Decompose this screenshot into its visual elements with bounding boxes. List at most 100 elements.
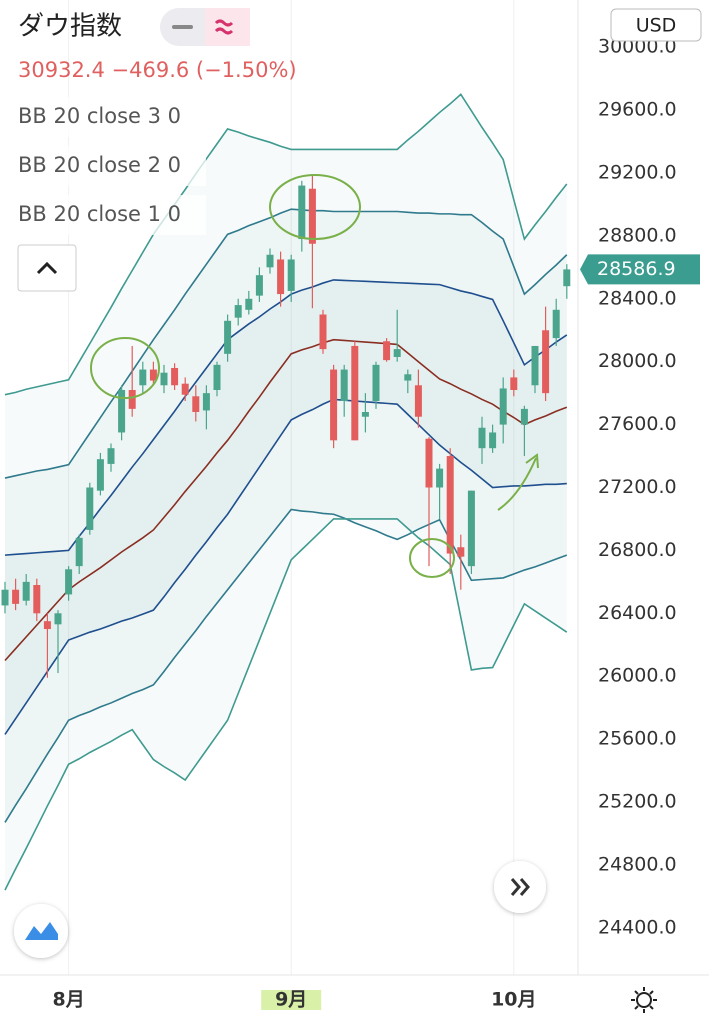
- indicator-bg: [10, 97, 206, 137]
- indicator-label: BB 20 close 2 0: [18, 153, 181, 177]
- candle-body: [414, 385, 422, 417]
- chevron-up: [36, 261, 58, 275]
- y-tick-label: 26000.0: [598, 665, 677, 687]
- candle-body: [499, 388, 507, 425]
- collapse-box: [17, 244, 77, 292]
- candles: [1, 174, 571, 678]
- x-axis: 8月 9月 10月: [52, 989, 536, 1011]
- logo-mark: [25, 922, 58, 940]
- settings-button[interactable]: [631, 987, 657, 1013]
- candle-body: [372, 364, 380, 402]
- candle-body: [1, 589, 9, 606]
- candle-body: [266, 254, 274, 268]
- y-tick-label: 25600.0: [598, 728, 677, 750]
- logo-bg: [14, 904, 68, 958]
- candle-body: [33, 585, 41, 614]
- y-tick-label: 27600.0: [598, 413, 677, 435]
- band-lines: [4, 93, 568, 891]
- logo-button[interactable]: [14, 904, 68, 958]
- y-tick-label: 25200.0: [598, 791, 677, 813]
- y-tick-label: 27200.0: [598, 476, 677, 498]
- last-price-label: 28586.9: [597, 258, 676, 280]
- y-tick-label: 29200.0: [598, 161, 677, 183]
- candle-body: [96, 459, 104, 491]
- band-line: [4, 398, 567, 735]
- candle-body: [330, 369, 338, 441]
- indicator-bg: [10, 195, 206, 235]
- candle-body: [245, 298, 253, 310]
- band-fill: [5, 94, 567, 891]
- indicator-label: BB 20 close 1 0: [18, 202, 181, 226]
- annotation-circle: [90, 337, 160, 399]
- toggle-active-cap: [205, 8, 250, 46]
- y-axis: 24400.0 24800.0 25200.0 25600.0 26000.0 26400…: [598, 36, 677, 939]
- y-tick-label: 26400.0: [598, 602, 677, 624]
- y-tick-label: 28800.0: [598, 224, 677, 246]
- last-price-tag: [580, 254, 700, 285]
- candle-body: [181, 383, 189, 395]
- y-tick-label: 26800.0: [598, 539, 677, 561]
- candle-body: [277, 259, 285, 295]
- indicator-bg: [10, 146, 206, 186]
- candle-body: [404, 374, 412, 381]
- candle-body: [319, 314, 327, 350]
- candle-body: [340, 369, 348, 402]
- candle-body: [65, 569, 73, 595]
- candle-body: [308, 188, 316, 244]
- candle-body: [383, 341, 391, 361]
- icon-wave: [214, 19, 234, 35]
- candle-body: [552, 309, 560, 339]
- candle-body: [393, 349, 401, 357]
- annotation-circle: [269, 174, 361, 240]
- candle-body: [287, 259, 295, 291]
- candle-body: [224, 320, 232, 354]
- candle-body: [361, 412, 369, 417]
- candle-body: [351, 345, 359, 441]
- candle-body: [563, 269, 571, 287]
- y-tick-label: 29600.0: [598, 99, 677, 121]
- candle-body: [542, 330, 550, 394]
- candle-body: [54, 613, 62, 625]
- y-tick-label: 28400.0: [598, 287, 677, 309]
- band-line: [4, 208, 568, 479]
- candle-body: [520, 408, 528, 425]
- currency-box: [610, 8, 702, 42]
- scroll-right-button[interactable]: [494, 861, 546, 913]
- candle-body: [255, 275, 263, 296]
- annotation-circle: [409, 538, 455, 578]
- candle-body: [43, 621, 51, 630]
- candle-body: [489, 432, 497, 449]
- candle-body: [478, 427, 486, 449]
- quote: 30932.4 −469.6 (−1.50%): [18, 58, 297, 82]
- candle-body: [457, 547, 465, 557]
- last-price: 28586.9: [580, 254, 700, 285]
- candle-body: [118, 390, 126, 433]
- collapse-button[interactable]: [17, 244, 77, 292]
- candle-body: [139, 369, 147, 386]
- chart-style-toggle[interactable]: [160, 8, 250, 46]
- candle-body: [298, 185, 306, 240]
- band-line: [4, 93, 568, 396]
- candle-body: [12, 589, 20, 604]
- candle-body: [202, 393, 210, 411]
- y-tick-label: 28000.0: [598, 350, 677, 372]
- candle-body: [425, 438, 433, 488]
- double-chevron: [510, 878, 530, 896]
- candle-body: [160, 372, 168, 386]
- candle-body: [446, 456, 454, 554]
- candle-body: [22, 581, 30, 601]
- currency-button[interactable]: USD: [610, 8, 702, 42]
- x-tick-label: 9月: [275, 989, 307, 1011]
- band-line: [4, 518, 568, 891]
- candle-body: [86, 487, 94, 530]
- indicator-label: BB 20 close 3 0: [18, 104, 181, 128]
- annotation-arrow: [497, 453, 539, 511]
- candle-body: [107, 448, 115, 464]
- label-highlight: [261, 990, 322, 1010]
- candle-body: [149, 369, 157, 381]
- indicator-list: BB 20 close 3 0 BB 20 close 2 0 BB 20 clos…: [10, 97, 206, 235]
- y-tick-label: 24400.0: [598, 916, 677, 938]
- currency: USD: [636, 15, 677, 37]
- sun-core: [636, 992, 652, 1008]
